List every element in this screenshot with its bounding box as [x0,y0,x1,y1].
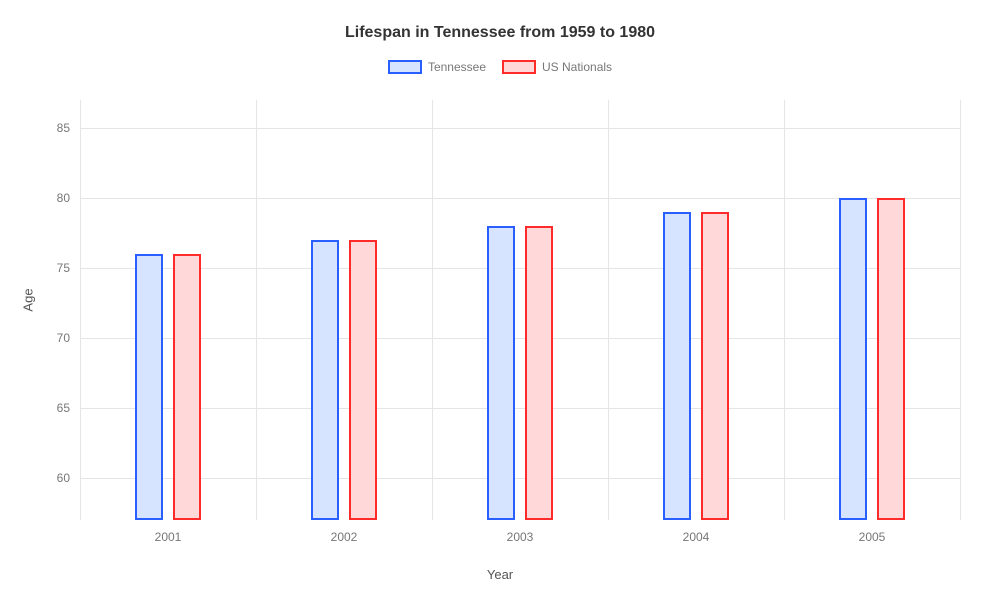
gridline-horizontal [80,338,960,339]
gridline-vertical [80,100,81,520]
x-tick-label: 2004 [683,530,710,544]
legend-swatch-tennessee [388,60,422,74]
gridline-horizontal [80,128,960,129]
bar [701,212,729,520]
chart-container: Lifespan in Tennessee from 1959 to 1980 … [0,0,1000,600]
legend-item-tennessee: Tennessee [388,60,486,74]
chart-title: Lifespan in Tennessee from 1959 to 1980 [0,0,1000,42]
y-tick-label: 85 [57,121,70,135]
bar [311,240,339,520]
gridline-vertical [960,100,961,520]
gridline-horizontal [80,478,960,479]
legend-label: US Nationals [542,60,612,74]
bar [487,226,515,520]
y-tick-label: 70 [57,331,70,345]
x-tick-label: 2001 [155,530,182,544]
legend-swatch-us-nationals [502,60,536,74]
bar [663,212,691,520]
legend: Tennessee US Nationals [0,60,1000,74]
x-tick-label: 2003 [507,530,534,544]
bar [525,226,553,520]
legend-label: Tennessee [428,60,486,74]
bar [349,240,377,520]
x-tick-label: 2002 [331,530,358,544]
gridline-horizontal [80,198,960,199]
gridline-vertical [784,100,785,520]
plot-area: 60657075808520012002200320042005 [80,100,960,520]
gridline-vertical [256,100,257,520]
gridline-vertical [432,100,433,520]
x-axis-label: Year [487,567,513,582]
y-tick-label: 65 [57,401,70,415]
gridline-horizontal [80,268,960,269]
gridline-horizontal [80,408,960,409]
y-tick-label: 80 [57,191,70,205]
gridline-vertical [608,100,609,520]
legend-item-us-nationals: US Nationals [502,60,612,74]
x-tick-label: 2005 [859,530,886,544]
bar [135,254,163,520]
bar [173,254,201,520]
y-tick-label: 75 [57,261,70,275]
y-axis-label: Age [21,288,36,311]
bar [877,198,905,520]
bar [839,198,867,520]
y-tick-label: 60 [57,471,70,485]
